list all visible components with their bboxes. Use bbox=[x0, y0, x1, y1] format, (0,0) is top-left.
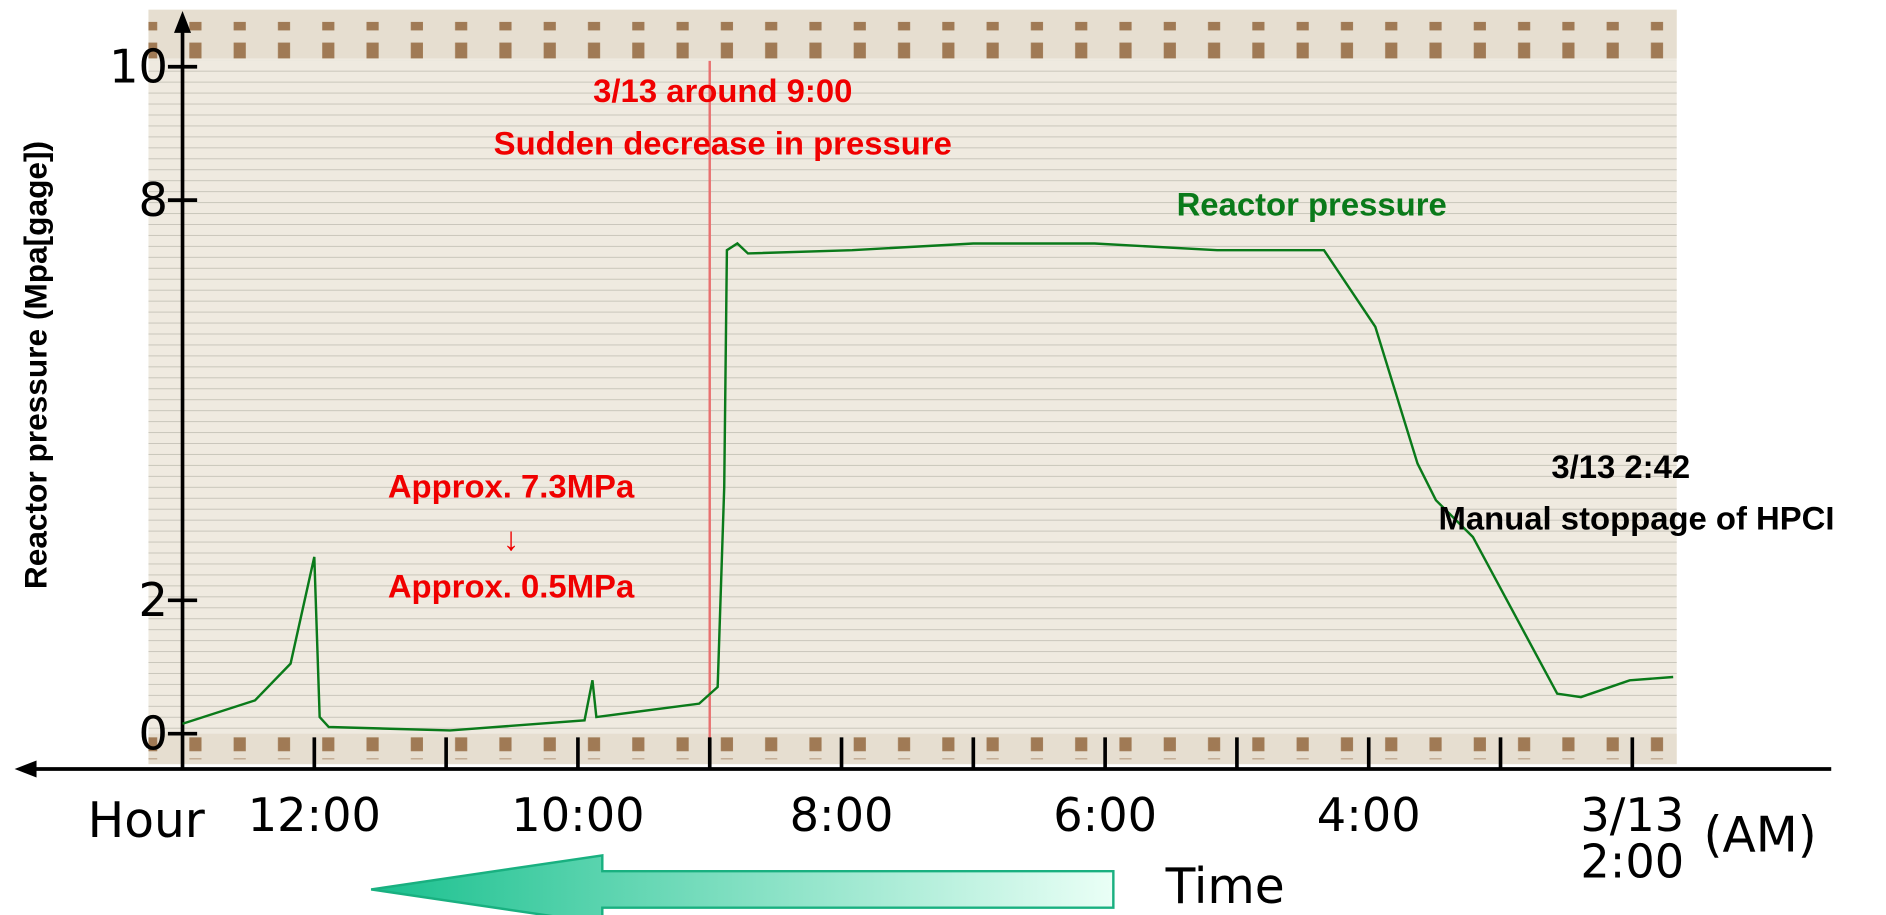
x-tick-label: 3/13 2:00 bbox=[1580, 788, 1684, 888]
annotation: Sudden decrease in pressure bbox=[494, 125, 952, 162]
x-tick-label: 6:00 bbox=[1053, 788, 1157, 842]
x-unit: (AM) bbox=[1703, 808, 1816, 864]
y-tick-label: 0 bbox=[139, 707, 168, 761]
x-tick-label: 12:00 bbox=[248, 788, 381, 842]
x-tick-label: 4:00 bbox=[1317, 788, 1421, 842]
x-tick-label: 10:00 bbox=[511, 788, 644, 842]
time-arrow bbox=[370, 853, 1115, 915]
series-line bbox=[182, 241, 1674, 732]
x-tick-label: 8:00 bbox=[790, 788, 894, 842]
annotation: 3/13 around 9:00 bbox=[593, 72, 852, 109]
x-axis-label: Hour bbox=[88, 793, 205, 849]
annotation: Manual stoppage of HPCI bbox=[1439, 499, 1835, 536]
chart-paper bbox=[148, 9, 1677, 765]
y-tick-label: 10 bbox=[109, 40, 168, 94]
time-label: Time bbox=[1165, 859, 1285, 915]
annotation: ↓ bbox=[503, 520, 519, 557]
annotation: 3/13 2:42 bbox=[1551, 448, 1690, 485]
y-axis-arrow bbox=[174, 10, 192, 33]
y-tick-label: 8 bbox=[139, 173, 168, 227]
series-label: Reactor pressure bbox=[1177, 185, 1447, 222]
y-tick-label: 2 bbox=[139, 573, 168, 627]
y-axis-label: Reactor pressure (Mpa[gage]) bbox=[17, 141, 53, 589]
x-axis-arrow bbox=[14, 760, 37, 778]
annotation: Approx. 0.5MPa bbox=[388, 567, 635, 604]
annotation: Approx. 7.3MPa bbox=[388, 468, 635, 505]
